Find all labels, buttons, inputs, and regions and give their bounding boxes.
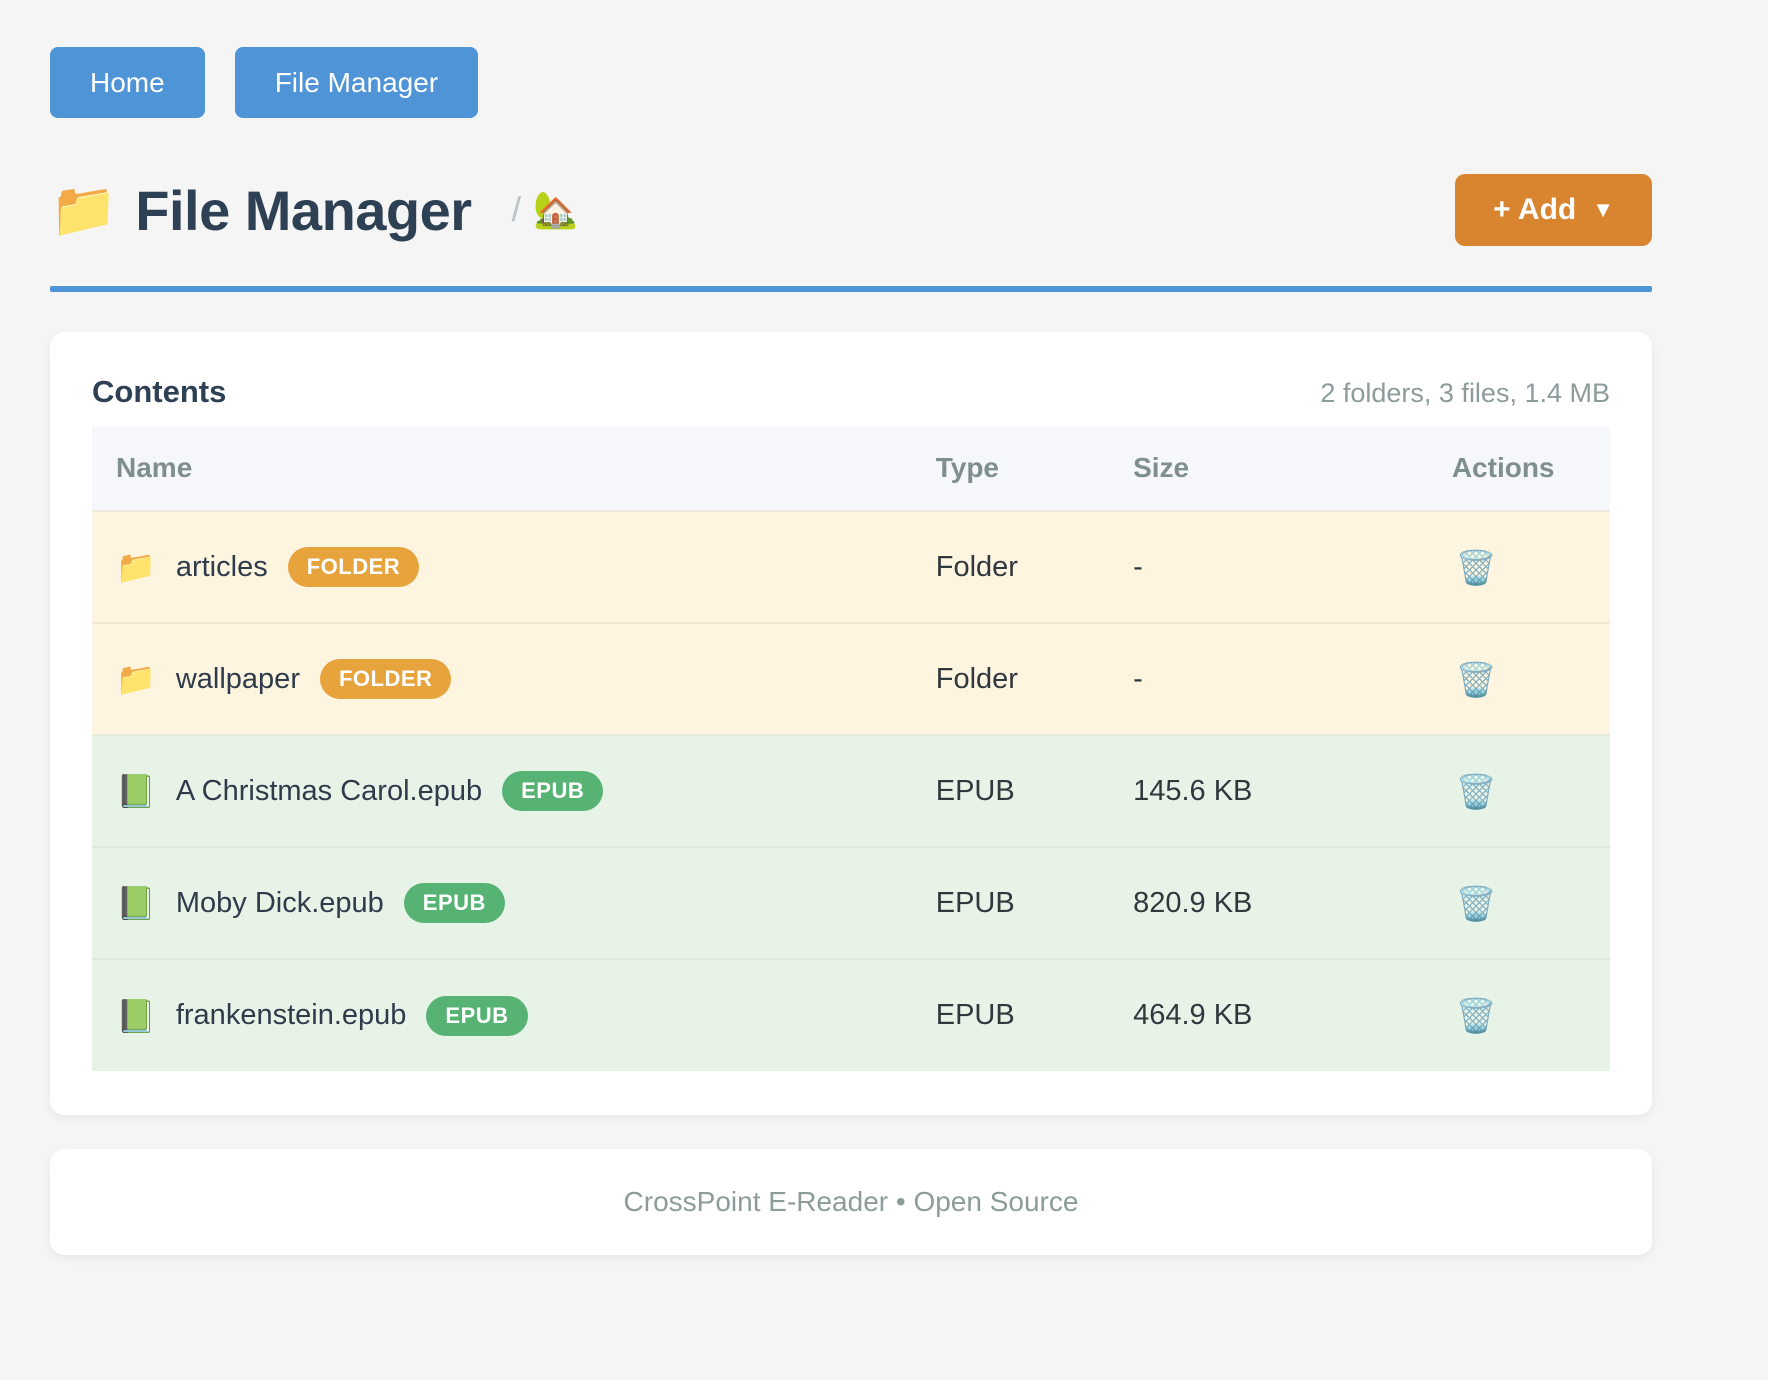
column-header-size: Size	[1109, 426, 1428, 511]
home-button[interactable]: Home	[50, 47, 205, 118]
page-title: File Manager	[135, 178, 472, 242]
home-icon[interactable]: 🏡	[533, 189, 578, 230]
contents-title: Contents	[92, 374, 227, 409]
table-row: 📁 articles FOLDER Folder - 🗑️	[92, 510, 1610, 623]
item-name-link[interactable]: A Christmas Carol.epub	[175, 774, 483, 807]
item-name-link[interactable]: frankenstein.epub	[175, 999, 407, 1031]
trash-icon: 🗑️	[1455, 997, 1497, 1034]
book-icon: 📗	[116, 885, 156, 921]
trash-icon: 🗑️	[1455, 884, 1497, 922]
add-button-label: + Add	[1493, 193, 1577, 226]
trash-icon: 🗑️	[1455, 772, 1497, 810]
item-type: Folder	[911, 622, 1110, 735]
folder-icon: 📁	[116, 661, 156, 697]
column-header-type: Type	[911, 426, 1110, 511]
add-button[interactable]: + Add ▼	[1455, 174, 1652, 246]
type-badge: FOLDER	[287, 547, 420, 587]
table-row: 📗 A Christmas Carol.epub EPUB EPUB 145.6…	[92, 734, 1610, 847]
delete-button[interactable]: 🗑️	[1452, 995, 1501, 1036]
table-header-row: Name Type Size Actions	[92, 426, 1610, 511]
chevron-down-icon: ▼	[1592, 197, 1614, 222]
item-size: 145.6 KB	[1109, 734, 1428, 847]
folder-icon: 📁	[116, 549, 156, 585]
delete-button[interactable]: 🗑️	[1452, 771, 1501, 812]
item-size: 820.9 KB	[1109, 846, 1428, 959]
page-header: 📁 File Manager / 🏡 + Add ▼	[50, 174, 1652, 246]
folder-icon: 📁	[50, 180, 118, 240]
file-table: Name Type Size Actions 📁 articles FOLDER…	[92, 426, 1610, 1071]
column-header-name: Name	[92, 426, 912, 511]
contents-card: Contents 2 folders, 3 files, 1.4 MB Name…	[50, 332, 1652, 1115]
delete-button[interactable]: 🗑️	[1452, 659, 1501, 700]
contents-card-header: Contents 2 folders, 3 files, 1.4 MB	[92, 374, 1610, 410]
file-manager-button[interactable]: File Manager	[234, 47, 479, 118]
book-icon: 📗	[116, 773, 156, 809]
book-icon: 📗	[116, 997, 156, 1034]
trash-icon: 🗑️	[1455, 548, 1497, 586]
table-row: 📗 frankenstein.epub EPUB EPUB 464.9 KB 🗑…	[92, 958, 1610, 1071]
item-size: 464.9 KB	[1109, 958, 1428, 1071]
type-badge: EPUB	[426, 995, 528, 1036]
footer-text: CrossPoint E-Reader • Open Source	[623, 1186, 1079, 1217]
item-type: EPUB	[911, 846, 1110, 959]
top-nav: Home File Manager	[50, 0, 1652, 118]
contents-summary: 2 folders, 3 files, 1.4 MB	[1320, 378, 1610, 408]
item-size: -	[1109, 510, 1428, 623]
item-type: EPUB	[911, 734, 1110, 847]
breadcrumb-separator: /	[511, 190, 522, 229]
breadcrumb: / 🏡	[512, 191, 578, 230]
column-header-actions: Actions	[1427, 426, 1610, 511]
item-type: EPUB	[911, 958, 1110, 1071]
type-badge: EPUB	[502, 771, 604, 811]
item-type: Folder	[911, 510, 1110, 623]
item-name-link[interactable]: Moby Dick.epub	[175, 886, 384, 919]
item-name-link[interactable]: wallpaper	[175, 662, 300, 695]
type-badge: EPUB	[403, 883, 505, 923]
delete-button[interactable]: 🗑️	[1452, 883, 1501, 924]
table-row: 📗 Moby Dick.epub EPUB EPUB 820.9 KB 🗑️	[92, 846, 1610, 959]
trash-icon: 🗑️	[1455, 660, 1497, 698]
title-group: 📁 File Manager / 🏡	[50, 178, 578, 243]
page-container: Home File Manager 📁 File Manager / 🏡 + A…	[50, 0, 1652, 1255]
table-row: 📁 wallpaper FOLDER Folder - 🗑️	[92, 622, 1610, 735]
type-badge: FOLDER	[319, 659, 452, 699]
delete-button[interactable]: 🗑️	[1452, 547, 1501, 588]
item-name-link[interactable]: articles	[175, 550, 268, 583]
footer: CrossPoint E-Reader • Open Source	[50, 1149, 1652, 1255]
header-divider	[50, 286, 1652, 292]
item-size: -	[1109, 622, 1428, 735]
